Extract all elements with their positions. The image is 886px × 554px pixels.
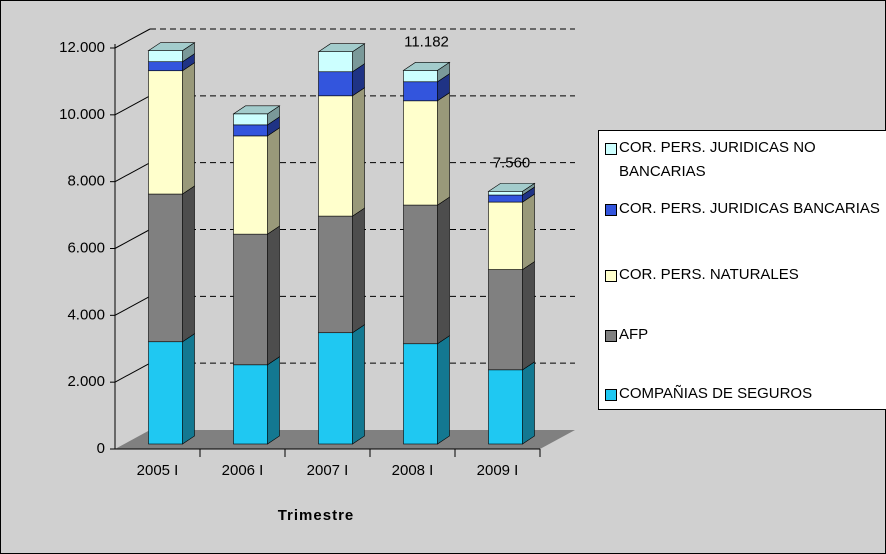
wall-grid-line: [114, 229, 151, 249]
bar: [233, 113, 268, 126]
x-tick-label: 2006 I: [222, 462, 264, 479]
x-tick-label: 2008 I: [392, 462, 434, 479]
bar: [403, 204, 438, 345]
bar: [148, 70, 183, 195]
bar: [488, 194, 523, 203]
bar: [403, 100, 438, 206]
y-tick-label: 8.000: [67, 173, 105, 190]
y-tick-label: 2.000: [67, 373, 105, 390]
bar: [148, 341, 183, 445]
bar: [318, 71, 353, 97]
bar-side: [182, 333, 195, 445]
wall-grid-line: [114, 162, 151, 183]
bar: [148, 193, 183, 343]
bar-side: [522, 261, 535, 371]
bar-side: [522, 361, 535, 445]
bar: [148, 50, 183, 63]
bar-side: [182, 62, 195, 195]
wall-grid-line: [114, 295, 151, 316]
legend-label: COR. PERS. JURIDICAS BANCARIAS: [619, 200, 880, 217]
x-tick-label: 2009 I: [477, 462, 519, 479]
y-tick-label: 0: [97, 440, 105, 457]
bar: [488, 191, 523, 196]
legend-label: COR. PERS. JURIDICAS NO BANCARIAS: [619, 139, 816, 180]
bar: [318, 51, 353, 73]
bar-top: [317, 43, 366, 52]
legend-label: COR. PERS. NATURALES: [619, 266, 799, 283]
bar: [148, 61, 183, 72]
wall-grid-line: [114, 95, 151, 116]
y-tick-label: 12.000: [59, 39, 105, 56]
bar-top: [147, 42, 196, 51]
bar: [488, 201, 523, 270]
bar-side: [352, 87, 365, 217]
bar: [318, 95, 353, 217]
bar: [403, 81, 438, 102]
bar: [403, 70, 438, 83]
bar-side: [182, 185, 195, 343]
legend: COMPAÑIAS DE SEGUROS AFP COR. PERS. NATURA…: [598, 130, 886, 410]
bar: [318, 332, 353, 445]
y-tick-label: 6.000: [67, 239, 105, 256]
bar-top: [232, 105, 281, 115]
bar: [403, 343, 438, 445]
wall-grid-line: [114, 28, 151, 49]
legend-swatch: [605, 204, 617, 216]
legend-swatch: [605, 143, 617, 155]
bar-side: [522, 193, 535, 271]
bar: [318, 215, 353, 334]
bar: [233, 364, 268, 445]
bar: [233, 233, 268, 366]
bar-side: [267, 356, 280, 445]
y-tick-label: 4.000: [67, 306, 105, 323]
bar-top: [487, 183, 536, 192]
bar-side: [267, 127, 280, 235]
total-label: 7.560: [493, 154, 531, 171]
legend-swatch: [605, 270, 617, 282]
total-label: 11.182: [404, 33, 449, 50]
bar-side: [437, 335, 450, 445]
bar-top: [402, 62, 451, 71]
bar: [233, 135, 268, 235]
wall-grid-line: [114, 362, 151, 383]
bar-side: [437, 196, 450, 345]
x-axis-label: Trimestre: [278, 507, 355, 524]
legend-swatch: [605, 330, 617, 342]
y-tick-label: 10.000: [59, 106, 105, 123]
bar: [488, 369, 523, 445]
legend-label: AFP: [619, 326, 649, 343]
bar: [233, 124, 268, 137]
bar-side: [352, 207, 365, 334]
bar-side: [267, 225, 280, 366]
legend-swatch: [605, 389, 617, 401]
bar: [488, 269, 523, 371]
bar-side: [352, 324, 365, 445]
bar-side: [437, 92, 450, 206]
x-tick-label: 2005 I: [137, 462, 179, 479]
legend-label: COMPAÑIAS DE SEGUROS: [619, 385, 813, 402]
x-tick-label: 2007 I: [307, 462, 349, 479]
